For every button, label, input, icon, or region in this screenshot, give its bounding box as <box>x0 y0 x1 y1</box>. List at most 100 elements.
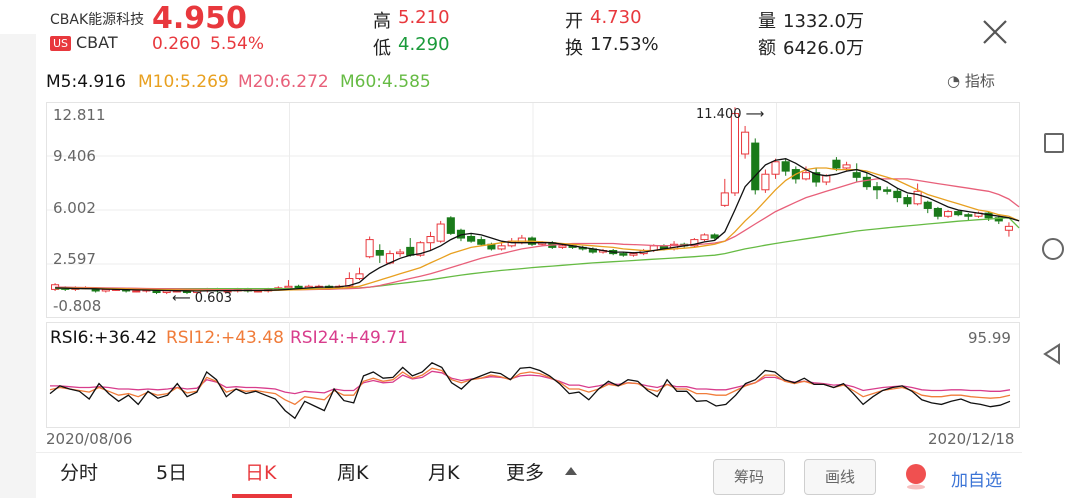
candle-body <box>426 235 435 244</box>
candle-body <box>761 173 770 191</box>
candle-body <box>477 239 486 245</box>
low-value: 4.290 <box>398 34 450 55</box>
rsi-chart <box>46 322 1020 428</box>
open-label: 开 <box>565 11 583 32</box>
tab-5day[interactable]: 5日 <box>156 462 188 484</box>
candle-body <box>284 285 293 289</box>
ticker: CBAT <box>76 33 118 52</box>
candle-body <box>558 245 567 248</box>
close-icon[interactable] <box>980 17 1010 47</box>
candle-body <box>913 190 922 205</box>
candle-body <box>842 164 851 169</box>
candle-body <box>822 175 831 183</box>
candle-body <box>710 234 719 239</box>
recent-apps-icon[interactable] <box>1044 133 1064 153</box>
tab-daily-k[interactable]: 日K <box>245 462 277 484</box>
arrow-right-icon: ⟶ <box>745 107 765 122</box>
candle-body <box>781 161 790 172</box>
candle-body <box>720 192 729 206</box>
candle-body <box>690 239 699 247</box>
arrow-left-icon: ⟵ <box>172 291 191 306</box>
price-change: 0.260 <box>152 34 201 54</box>
rsi-max: 95.99 <box>968 329 1011 347</box>
current-price: 4.950 <box>152 1 247 36</box>
left-edge-panel <box>0 34 36 498</box>
kline-chart <box>46 102 1020 318</box>
candle-body <box>801 172 811 180</box>
y-tick: -0.808 <box>53 297 102 315</box>
candle-body <box>345 278 354 287</box>
y-tick: 2.597 <box>53 250 96 268</box>
candle-body <box>872 186 882 191</box>
candle-body <box>943 211 953 217</box>
rsi12-line <box>49 367 1011 406</box>
candle-body <box>1004 225 1013 231</box>
amount-label: 额 <box>758 38 776 59</box>
candle-body <box>416 242 425 256</box>
candle-body <box>436 223 445 242</box>
y-tick: 6.002 <box>53 199 96 217</box>
high-label: 高 <box>373 11 391 32</box>
gauge-icon: ◔ <box>947 72 961 90</box>
record-icon[interactable] <box>903 461 929 491</box>
turnover-value: 17.53% <box>590 34 659 55</box>
candle-body <box>355 273 364 280</box>
candle-body <box>446 217 455 234</box>
candle-body <box>517 237 526 244</box>
rsi6-label: RSI6:+36.42 <box>50 328 158 348</box>
amount-value: 6426.0万 <box>783 38 864 59</box>
candle-body <box>812 172 821 183</box>
add-watchlist-button[interactable]: 加自选 <box>951 471 1002 491</box>
date-start: 2020/08/06 <box>46 430 133 448</box>
ma10-label: M10:5.269 <box>138 72 229 92</box>
max-value: 11.400 <box>696 107 742 122</box>
volume-value: 1332.0万 <box>783 11 864 32</box>
candle-body <box>923 201 932 209</box>
tab-intraday[interactable]: 分时 <box>60 462 99 484</box>
candle-body <box>396 251 405 255</box>
turnover-label: 换 <box>565 38 583 59</box>
candle-body <box>467 235 476 242</box>
home-icon[interactable] <box>1042 238 1064 260</box>
candle-body <box>700 234 709 241</box>
min-value: 0.603 <box>194 291 232 306</box>
tab-monthly-k[interactable]: 月K <box>428 462 460 484</box>
candle-body <box>162 290 171 294</box>
chart-border <box>46 102 1020 318</box>
candle-body <box>771 161 780 175</box>
candle-body <box>883 189 892 192</box>
candle-body <box>832 159 841 169</box>
candle-body <box>730 113 739 194</box>
y-tick: 9.406 <box>53 147 96 165</box>
tab-active-indicator <box>232 494 292 498</box>
candle-body <box>964 214 973 217</box>
draw-line-button[interactable]: 画线 <box>804 459 876 495</box>
m20-line <box>55 178 1020 291</box>
ma60-label: M60:4.585 <box>340 72 431 92</box>
stock-name: CBAK能源科技 <box>50 12 145 28</box>
system-nav-bar <box>1022 0 1080 498</box>
rsi12-label: RSI12:+43.48 <box>166 328 284 348</box>
back-icon[interactable] <box>1043 343 1061 369</box>
caret-up-icon[interactable] <box>565 467 577 475</box>
candle-body <box>852 172 861 178</box>
ma5-label: M5:4.916 <box>46 72 126 92</box>
date-end: 2020/12/18 <box>928 430 1015 448</box>
candle-body <box>365 239 374 258</box>
open-value: 4.730 <box>590 7 642 28</box>
chips-button[interactable]: 筹码 <box>713 459 785 495</box>
candle-body <box>406 246 415 256</box>
rsi6-line <box>49 362 1011 420</box>
tab-more[interactable]: 更多 <box>506 462 545 484</box>
rsi24-line <box>50 370 1011 395</box>
price-change-pct: 5.54% <box>210 34 265 54</box>
candle-body <box>862 176 871 188</box>
candle-body <box>741 131 750 155</box>
volume-label: 量 <box>758 11 776 32</box>
candle-body <box>152 290 161 294</box>
high-value: 5.210 <box>398 7 450 28</box>
candle-body <box>893 190 902 199</box>
tab-weekly-k[interactable]: 周K <box>337 462 369 484</box>
candle-body <box>497 245 506 250</box>
indicator-button[interactable]: ◔ 指标 <box>947 70 995 91</box>
